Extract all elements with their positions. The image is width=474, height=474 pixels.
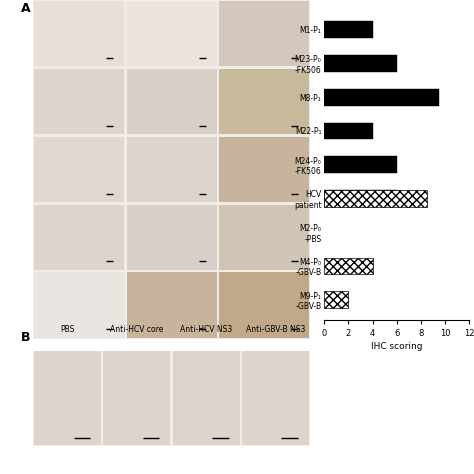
Bar [324,21,373,38]
Bar [324,190,427,207]
Bar [127,69,217,134]
Bar [324,257,373,274]
Bar [219,1,309,66]
Bar [324,123,373,139]
Bar [219,137,309,202]
Bar [127,205,217,270]
Bar [34,351,101,445]
Text: A: A [21,2,31,15]
Text: B: B [21,331,31,344]
Bar [219,273,309,337]
X-axis label: IHC scoring: IHC scoring [371,342,422,351]
Bar [34,137,124,202]
Bar [34,69,124,134]
Bar [127,137,217,202]
Bar [34,1,124,66]
Bar [242,351,309,445]
Bar [219,69,309,134]
Bar [324,55,397,72]
Bar [324,190,397,207]
Bar [103,351,171,445]
Bar [219,205,309,270]
Bar [34,205,124,270]
Bar [324,291,348,308]
Bar [324,156,397,173]
Bar [324,89,439,106]
Bar [127,273,217,337]
Text: Anti-HCV core: Anti-HCV core [110,325,164,334]
Text: Anti-HCV NS3: Anti-HCV NS3 [180,325,232,334]
Text: Anti-GBV-B NS3: Anti-GBV-B NS3 [246,325,305,334]
Bar [127,1,217,66]
Bar [173,351,240,445]
Text: PBS: PBS [61,325,75,334]
Bar [34,273,124,337]
